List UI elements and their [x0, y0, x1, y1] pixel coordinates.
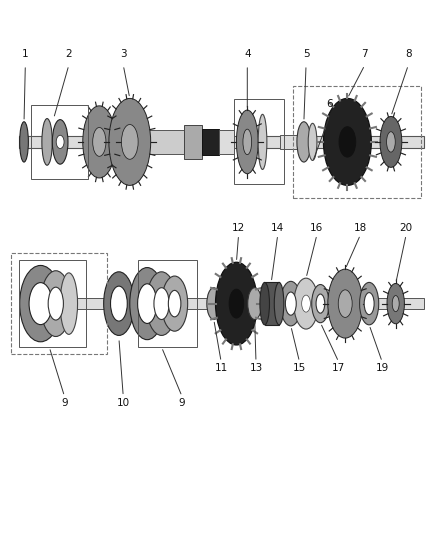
- Ellipse shape: [52, 119, 68, 164]
- Ellipse shape: [248, 288, 261, 319]
- Text: 5: 5: [303, 49, 309, 59]
- Bar: [19, 135, 424, 148]
- Text: 10: 10: [117, 398, 130, 408]
- Ellipse shape: [380, 116, 402, 167]
- Bar: [149, 130, 184, 154]
- Text: 4: 4: [244, 49, 251, 59]
- Text: 20: 20: [399, 223, 413, 233]
- Ellipse shape: [215, 262, 257, 345]
- Ellipse shape: [48, 287, 64, 320]
- Text: 8: 8: [405, 49, 412, 59]
- Text: 6: 6: [327, 99, 333, 109]
- Bar: [293, 86, 421, 198]
- Text: 16: 16: [310, 223, 324, 233]
- Text: 12: 12: [232, 223, 245, 233]
- Ellipse shape: [42, 118, 52, 165]
- Ellipse shape: [20, 122, 28, 162]
- Ellipse shape: [387, 132, 395, 152]
- Bar: [234, 100, 284, 184]
- Text: 15: 15: [293, 364, 306, 373]
- Ellipse shape: [297, 122, 311, 162]
- Ellipse shape: [294, 278, 318, 329]
- Text: 1: 1: [22, 49, 28, 59]
- Ellipse shape: [302, 295, 311, 312]
- Ellipse shape: [168, 290, 181, 317]
- Ellipse shape: [29, 282, 52, 325]
- Text: 19: 19: [375, 364, 389, 373]
- Bar: [184, 125, 201, 159]
- Ellipse shape: [109, 99, 151, 185]
- Ellipse shape: [229, 289, 244, 318]
- Ellipse shape: [243, 129, 252, 155]
- Ellipse shape: [339, 127, 356, 157]
- Ellipse shape: [280, 281, 301, 326]
- Bar: [19, 260, 86, 347]
- Ellipse shape: [274, 282, 284, 325]
- Bar: [280, 135, 297, 149]
- Ellipse shape: [207, 288, 221, 319]
- Ellipse shape: [154, 288, 169, 319]
- Ellipse shape: [93, 127, 106, 156]
- Ellipse shape: [328, 269, 363, 338]
- Ellipse shape: [364, 293, 374, 314]
- Ellipse shape: [146, 272, 177, 335]
- Ellipse shape: [237, 110, 258, 174]
- Text: 7: 7: [361, 49, 368, 59]
- Text: 13: 13: [249, 364, 263, 373]
- Ellipse shape: [104, 272, 134, 335]
- Ellipse shape: [110, 286, 127, 321]
- Bar: [265, 282, 279, 325]
- Ellipse shape: [360, 282, 379, 325]
- Ellipse shape: [323, 99, 371, 185]
- Ellipse shape: [130, 268, 165, 340]
- Text: 9: 9: [61, 398, 68, 408]
- Ellipse shape: [121, 125, 138, 159]
- Bar: [201, 128, 219, 155]
- Bar: [31, 105, 88, 179]
- Ellipse shape: [312, 285, 329, 322]
- Ellipse shape: [41, 271, 71, 336]
- Bar: [11, 253, 107, 354]
- Ellipse shape: [60, 273, 78, 334]
- Ellipse shape: [83, 106, 116, 178]
- Ellipse shape: [162, 276, 187, 331]
- Ellipse shape: [387, 284, 404, 324]
- Text: 9: 9: [179, 398, 185, 408]
- Ellipse shape: [138, 284, 157, 324]
- Text: 17: 17: [332, 364, 345, 373]
- Text: 18: 18: [354, 223, 367, 233]
- Ellipse shape: [20, 265, 61, 342]
- Ellipse shape: [286, 292, 296, 315]
- Ellipse shape: [338, 290, 352, 317]
- Text: 2: 2: [66, 49, 72, 59]
- Text: 11: 11: [215, 364, 228, 373]
- Ellipse shape: [308, 123, 317, 160]
- Ellipse shape: [392, 296, 399, 312]
- Bar: [19, 298, 424, 309]
- Bar: [138, 260, 197, 347]
- Text: 14: 14: [271, 223, 284, 233]
- Text: 3: 3: [120, 49, 127, 59]
- Ellipse shape: [316, 294, 325, 313]
- Ellipse shape: [56, 135, 64, 149]
- Ellipse shape: [258, 114, 267, 169]
- Ellipse shape: [260, 282, 269, 325]
- Bar: [219, 130, 234, 154]
